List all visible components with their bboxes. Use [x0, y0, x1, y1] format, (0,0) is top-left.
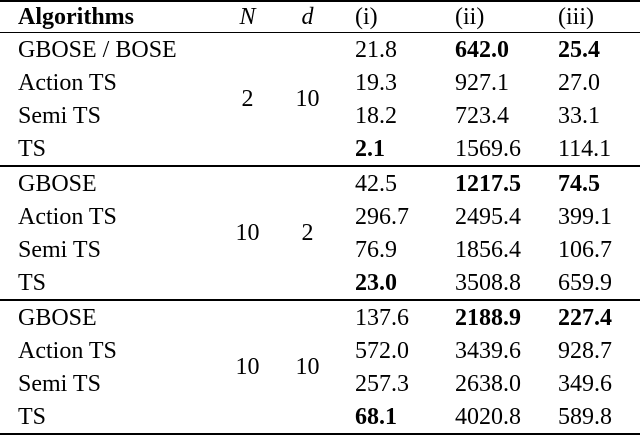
value-cell: 18.2: [355, 102, 397, 129]
value-cell: 723.4: [455, 102, 509, 129]
value-cell: 2188.9: [455, 304, 521, 331]
value-cell: 349.6: [558, 370, 612, 397]
table-row: GBOSE 10 10 137.6 2188.9 227.4: [0, 300, 640, 379]
value-cell: 114.1: [558, 135, 612, 162]
n-cell: 2: [241, 86, 254, 112]
value-cell: 42.5: [355, 170, 397, 197]
algorithm-cell: Semi TS: [18, 102, 101, 129]
value-cell: 2.1: [355, 135, 385, 162]
table-row: GBOSE 10 2 42.5 1217.5 74.5: [0, 166, 640, 245]
header-cell: (ii): [455, 4, 485, 30]
value-cell: 27.0: [558, 69, 600, 96]
n-cell: 10: [235, 220, 260, 246]
d-cell: 10: [295, 354, 320, 380]
table-row: TS 2.1 1569.6 114.1: [0, 132, 640, 166]
value-cell: 927.1: [455, 69, 509, 96]
table-row: GBOSE / BOSE 2 10 21.8 642.0 25.4: [0, 33, 640, 111]
value-cell: 4020.8: [455, 403, 521, 430]
value-cell: 19.3: [355, 69, 397, 96]
value-cell: 1569.6: [455, 135, 521, 162]
value-cell: 1856.4: [455, 236, 521, 263]
value-cell: 296.7: [355, 203, 409, 230]
table-row: Semi TS 18.2 723.4 33.1: [0, 99, 640, 132]
d-cell: 10: [295, 86, 320, 112]
table-row: Semi TS 76.9 1856.4 106.7: [0, 233, 640, 266]
header-cell: Algorithms: [18, 4, 134, 30]
value-cell: 137.6: [355, 304, 409, 331]
algorithm-cell: TS: [18, 269, 47, 296]
algorithm-cell: GBOSE: [18, 304, 97, 331]
table-body: GBOSE / BOSE 2 10 21.8 642.0 25.4 Action TS 19.…: [0, 33, 640, 434]
value-cell: 257.3: [355, 370, 409, 397]
algorithm-cell: TS: [18, 403, 47, 430]
value-cell: 227.4: [558, 304, 612, 331]
value-cell: 589.8: [558, 403, 612, 430]
value-cell: 3439.6: [455, 337, 521, 364]
value-cell: 3508.8: [455, 269, 521, 296]
value-cell: 642.0: [455, 36, 509, 63]
value-cell: 659.9: [558, 269, 612, 296]
d-cell: 2: [301, 220, 314, 246]
table-row: Semi TS 257.3 2638.0 349.6: [0, 367, 640, 400]
value-cell: 25.4: [558, 36, 600, 63]
value-cell: 928.7: [558, 337, 612, 364]
value-cell: 2495.4: [455, 203, 521, 230]
algorithm-cell: Action TS: [18, 69, 117, 96]
value-cell: 399.1: [558, 203, 612, 230]
value-cell: 2638.0: [455, 370, 521, 397]
n-cell: 10: [235, 354, 260, 380]
header-cell: d: [301, 4, 314, 30]
value-cell: 33.1: [558, 102, 600, 129]
algorithm-cell: TS: [18, 135, 47, 162]
value-cell: 76.9: [355, 236, 397, 263]
value-cell: 74.5: [558, 170, 600, 197]
table-row: Action TS 572.0 3439.6 928.7: [0, 334, 640, 367]
algorithm-cell: Semi TS: [18, 236, 101, 263]
table-row: Action TS 296.7 2495.4 399.1: [0, 200, 640, 233]
table-row: Action TS 19.3 927.1 27.0: [0, 66, 640, 99]
value-cell: 1217.5: [455, 170, 521, 197]
value-cell: 21.8: [355, 36, 397, 63]
header-cell: (i): [355, 4, 378, 30]
value-cell: 68.1: [355, 403, 397, 430]
value-cell: 572.0: [355, 337, 409, 364]
value-cell: 106.7: [558, 236, 612, 263]
algorithm-cell: Action TS: [18, 337, 117, 364]
algorithm-cell: Action TS: [18, 203, 117, 230]
value-cell: 23.0: [355, 269, 397, 296]
algorithm-cell: Semi TS: [18, 370, 101, 397]
algorithm-cell: GBOSE: [18, 170, 97, 197]
table-row: TS 23.0 3508.8 659.9: [0, 266, 640, 300]
header-cell: (iii): [558, 4, 594, 30]
header-cell: N: [239, 4, 256, 30]
algorithm-cell: GBOSE / BOSE: [18, 36, 177, 63]
